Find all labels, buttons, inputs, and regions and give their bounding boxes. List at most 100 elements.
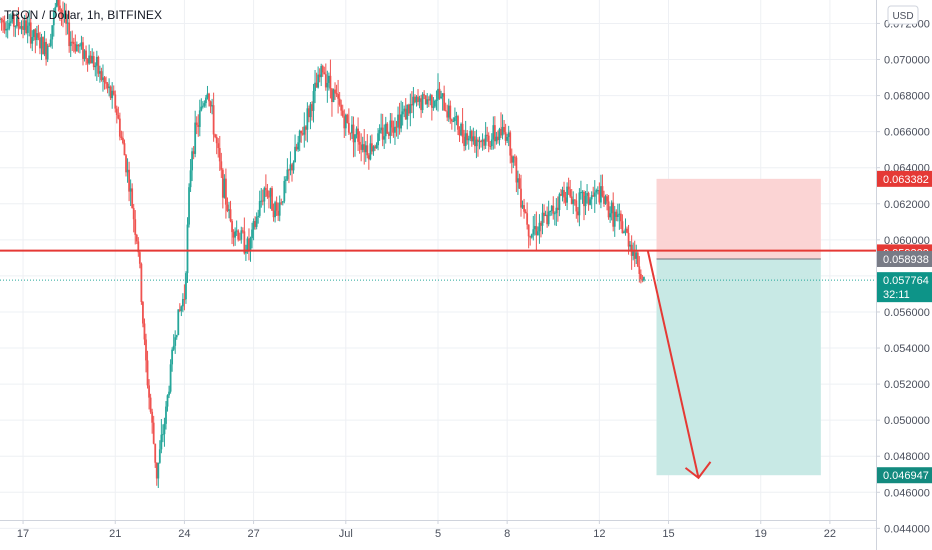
candle-body [82, 42, 84, 59]
candle-body [363, 144, 366, 153]
candle-body [235, 230, 238, 232]
candle-body [171, 349, 174, 365]
candle-body [263, 187, 266, 202]
candle-body [138, 252, 141, 264]
candle-body [60, 9, 63, 15]
candle-body [238, 239, 241, 241]
candle-body [26, 25, 29, 34]
candle-body [174, 337, 177, 346]
candle-body [389, 120, 392, 136]
candle-body [258, 201, 261, 216]
candle-body [450, 119, 453, 122]
candle-body [532, 229, 535, 235]
candle-body [157, 462, 160, 479]
candle-body [318, 74, 321, 78]
candle-body [160, 434, 163, 450]
candle-body [100, 71, 103, 81]
candle-body [603, 196, 605, 204]
y-tick-label: 0.062000 [884, 199, 930, 211]
candle-body [601, 186, 604, 197]
candle-body [149, 397, 152, 412]
candle-body [221, 169, 224, 198]
candle-body [71, 41, 74, 43]
candle-body [52, 12, 55, 26]
candle-body [132, 208, 135, 220]
candle-body [142, 301, 144, 324]
candle-body [183, 299, 186, 301]
candle-body [569, 189, 572, 197]
candle-body [237, 230, 240, 240]
candle-body [383, 136, 386, 140]
candle-body [266, 190, 269, 197]
candle-body [632, 250, 635, 256]
candle-body [17, 17, 20, 27]
candle-body [481, 139, 484, 142]
candle-body [478, 141, 481, 143]
candle-body [572, 199, 575, 205]
candle-body [2, 20, 4, 23]
candle-body [610, 202, 613, 214]
candle-body [97, 56, 100, 74]
candle-body [397, 114, 399, 127]
x-tick-label: 21 [109, 528, 121, 540]
candle-body [449, 105, 452, 120]
candle-body [438, 88, 441, 99]
candle-body [198, 110, 201, 127]
candle-body [386, 123, 389, 134]
candle-body [168, 391, 170, 396]
candle-body [103, 77, 106, 83]
candle-body [108, 86, 111, 89]
candle-body [587, 193, 590, 205]
candle-body [115, 108, 118, 116]
candle-body [201, 105, 204, 107]
candle-body [443, 93, 446, 111]
candle-body [567, 186, 570, 190]
x-tick-label: 24 [178, 528, 190, 540]
candle-body [134, 219, 137, 235]
candle-body [440, 96, 442, 99]
candle-body [490, 139, 493, 147]
candle-body [418, 98, 421, 102]
candle-body [552, 205, 555, 214]
candle-body [504, 132, 507, 141]
candle-body [335, 93, 338, 95]
candle-body [175, 335, 178, 338]
candle-body [520, 188, 522, 208]
candle-body [125, 155, 127, 173]
price-tag-label: 0.063382 [883, 174, 929, 186]
candle-body [298, 130, 301, 143]
candle-body [377, 133, 379, 146]
y-tick-label: 0.054000 [884, 343, 930, 355]
candle-body [191, 151, 194, 171]
candle-body [251, 229, 253, 239]
candle-body [35, 33, 38, 40]
candle-body [563, 189, 565, 198]
candle-body [117, 115, 120, 119]
arrow-head [684, 461, 712, 480]
candle-body [623, 231, 625, 234]
candle-body [234, 231, 237, 238]
candle-body [327, 75, 330, 83]
candle-body [430, 95, 433, 108]
candle-body [109, 86, 112, 99]
candle-body [178, 309, 181, 311]
candle-body [240, 230, 243, 240]
candle-body [470, 130, 473, 142]
candle-body [180, 306, 183, 311]
candle-body [120, 136, 123, 138]
candle-body [145, 339, 147, 361]
candle-body [62, 14, 64, 18]
candle-body [480, 141, 482, 143]
x-tick-label: 15 [662, 528, 674, 540]
candle-body [437, 88, 439, 100]
candle-body [294, 146, 296, 163]
candle-body [46, 45, 49, 60]
candle-body [321, 66, 324, 73]
time-axis[interactable]: 17 21 24 27 Jul 5 8 12 15 19 22 [0, 520, 876, 540]
candle-body [486, 134, 489, 136]
y-tick-label: 0.048000 [884, 451, 930, 463]
candle-body [131, 188, 134, 209]
candle-body [232, 232, 235, 238]
candle-body [604, 196, 607, 204]
